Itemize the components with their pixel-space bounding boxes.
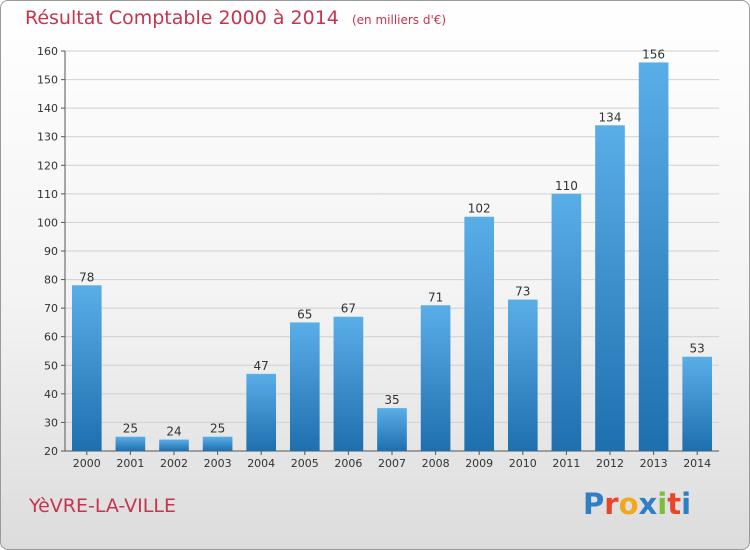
bar-2000 bbox=[71, 285, 102, 451]
data-label: 102 bbox=[468, 202, 491, 216]
x-tick-label: 2007 bbox=[378, 457, 406, 470]
x-tick-label: 2008 bbox=[422, 457, 450, 470]
bar-2009 bbox=[464, 216, 495, 451]
x-tick-label: 2011 bbox=[552, 457, 580, 470]
y-tick-label: 60 bbox=[44, 331, 58, 344]
logo-letter: r bbox=[604, 487, 619, 521]
x-tick-label: 2006 bbox=[334, 457, 362, 470]
bar-2010 bbox=[507, 299, 538, 451]
y-tick-label: 80 bbox=[44, 274, 58, 287]
proxiti-logo: Proxiti bbox=[583, 487, 691, 521]
commune-name: YèVRE-LA-VILLE bbox=[29, 495, 176, 517]
x-tick-label: 2010 bbox=[509, 457, 537, 470]
chart-title-row: Résultat Comptable 2000 à 2014 (en milli… bbox=[25, 7, 446, 29]
x-tick-label: 2013 bbox=[640, 457, 668, 470]
x-tick-label: 2012 bbox=[596, 457, 624, 470]
data-label: 25 bbox=[123, 422, 138, 436]
x-tick-label: 2009 bbox=[465, 457, 493, 470]
chart-title: Résultat Comptable 2000 à 2014 bbox=[25, 7, 339, 29]
bar-2004 bbox=[246, 373, 277, 451]
data-label: 25 bbox=[210, 422, 225, 436]
data-label: 134 bbox=[599, 110, 622, 124]
bar-2006 bbox=[333, 316, 364, 451]
y-tick-label: 90 bbox=[44, 245, 58, 258]
x-tick-label: 2003 bbox=[204, 457, 232, 470]
y-tick-label: 70 bbox=[44, 302, 58, 315]
bar-2005 bbox=[289, 322, 320, 451]
data-label: 156 bbox=[642, 47, 665, 61]
bars bbox=[71, 62, 713, 452]
gridlines bbox=[65, 50, 719, 452]
x-tick-label: 2014 bbox=[683, 457, 711, 470]
data-label: 67 bbox=[341, 302, 356, 316]
data-label: 47 bbox=[254, 359, 269, 373]
y-tick-label: 120 bbox=[37, 159, 58, 172]
bar-2001 bbox=[115, 436, 146, 451]
data-label: 35 bbox=[384, 393, 399, 407]
y-tick-label: 140 bbox=[37, 102, 58, 115]
data-label: 53 bbox=[690, 342, 705, 356]
bar-2012 bbox=[595, 125, 625, 452]
bar-2013 bbox=[638, 62, 669, 452]
y-tick-label: 40 bbox=[44, 388, 58, 401]
data-label: 110 bbox=[555, 179, 578, 193]
logo-letter: x bbox=[638, 487, 658, 521]
data-labels: 78 25 24 25 47 65 67 35 71 102 73 110 134 156 53 bbox=[79, 47, 705, 438]
bar-2011 bbox=[551, 193, 582, 451]
data-label: 73 bbox=[515, 285, 530, 299]
y-tick-label: 150 bbox=[37, 74, 58, 87]
y-tick-label: 110 bbox=[37, 188, 58, 201]
logo-letter: P bbox=[583, 487, 605, 521]
unit-note: (en milliers d'€) bbox=[351, 13, 447, 27]
x-tick-label: 2004 bbox=[247, 457, 275, 470]
data-label: 78 bbox=[79, 270, 94, 284]
y-tick-label: 100 bbox=[37, 216, 58, 229]
x-tick-label: 2001 bbox=[116, 457, 144, 470]
data-label: 65 bbox=[297, 307, 312, 321]
x-tick-label: 2002 bbox=[160, 457, 188, 470]
y-tick-label: 130 bbox=[37, 131, 58, 144]
y-tick-label: 30 bbox=[44, 416, 58, 429]
data-label: 24 bbox=[166, 425, 181, 439]
logo-letter: i bbox=[681, 487, 692, 521]
bar-2007 bbox=[377, 408, 407, 451]
logo-letter: t bbox=[667, 487, 682, 521]
x-tick-label: 2005 bbox=[291, 457, 319, 470]
bar-2003 bbox=[202, 436, 233, 451]
y-tick-label: 50 bbox=[44, 359, 58, 372]
y-tick-label: 20 bbox=[44, 445, 58, 458]
x-tick-label: 2000 bbox=[73, 457, 101, 470]
bar-2014 bbox=[682, 356, 713, 451]
logo-letter: i bbox=[657, 487, 668, 521]
bar-2002 bbox=[159, 439, 189, 451]
logo-letter: o bbox=[618, 487, 639, 521]
data-label: 71 bbox=[428, 290, 443, 304]
bar-2008 bbox=[420, 305, 451, 451]
y-tick-label: 160 bbox=[37, 45, 58, 58]
